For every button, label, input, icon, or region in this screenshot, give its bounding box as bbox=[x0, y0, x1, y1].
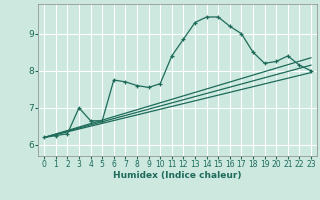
X-axis label: Humidex (Indice chaleur): Humidex (Indice chaleur) bbox=[113, 171, 242, 180]
